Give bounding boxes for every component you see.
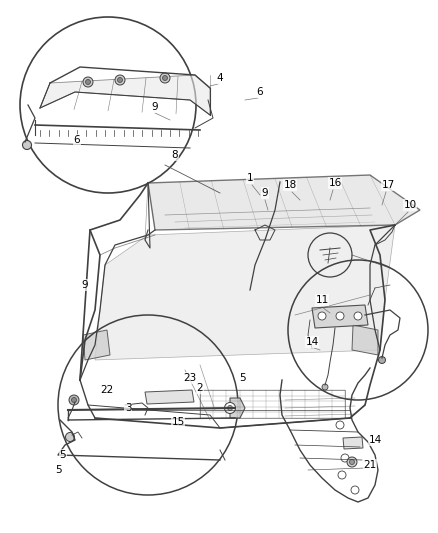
Circle shape (85, 79, 91, 85)
Text: 5: 5 (60, 450, 66, 460)
Text: 15: 15 (171, 417, 185, 427)
Polygon shape (352, 325, 378, 355)
Circle shape (347, 457, 357, 467)
Circle shape (69, 395, 79, 405)
Text: 4: 4 (217, 73, 223, 83)
Circle shape (83, 77, 93, 87)
Text: 5: 5 (239, 373, 245, 383)
Circle shape (117, 77, 123, 83)
Text: 9: 9 (261, 188, 268, 198)
Circle shape (227, 406, 233, 410)
Text: 3: 3 (125, 403, 131, 413)
Circle shape (336, 312, 344, 320)
Text: 17: 17 (381, 180, 395, 190)
Polygon shape (230, 398, 245, 418)
Text: 14: 14 (305, 337, 318, 347)
Text: 16: 16 (328, 178, 342, 188)
Circle shape (162, 76, 167, 80)
Text: 6: 6 (257, 87, 263, 97)
Circle shape (160, 73, 170, 83)
Circle shape (338, 471, 346, 479)
Circle shape (354, 312, 362, 320)
Text: 21: 21 (364, 460, 377, 470)
Text: 9: 9 (152, 102, 158, 112)
Text: 14: 14 (368, 435, 381, 445)
Circle shape (378, 357, 385, 364)
Circle shape (22, 141, 32, 149)
Polygon shape (312, 305, 368, 328)
Circle shape (71, 398, 77, 402)
Polygon shape (343, 437, 363, 449)
Circle shape (225, 402, 236, 414)
Circle shape (341, 454, 349, 462)
Text: 22: 22 (100, 385, 113, 395)
Text: 1: 1 (247, 173, 253, 183)
Circle shape (351, 486, 359, 494)
Polygon shape (83, 330, 110, 360)
Text: 23: 23 (184, 373, 197, 383)
Polygon shape (40, 75, 210, 115)
Circle shape (336, 421, 344, 429)
Polygon shape (95, 225, 395, 360)
Text: 5: 5 (55, 465, 61, 475)
Text: 8: 8 (172, 150, 178, 160)
Text: 11: 11 (315, 295, 328, 305)
Text: 18: 18 (283, 180, 297, 190)
Circle shape (66, 432, 74, 441)
Circle shape (350, 459, 354, 464)
Text: 6: 6 (74, 135, 80, 145)
Polygon shape (148, 175, 420, 230)
Text: 10: 10 (403, 200, 417, 210)
Circle shape (318, 312, 326, 320)
Circle shape (322, 384, 328, 390)
Circle shape (115, 75, 125, 85)
Polygon shape (145, 390, 194, 404)
Text: 9: 9 (82, 280, 88, 290)
Text: 2: 2 (197, 383, 203, 393)
